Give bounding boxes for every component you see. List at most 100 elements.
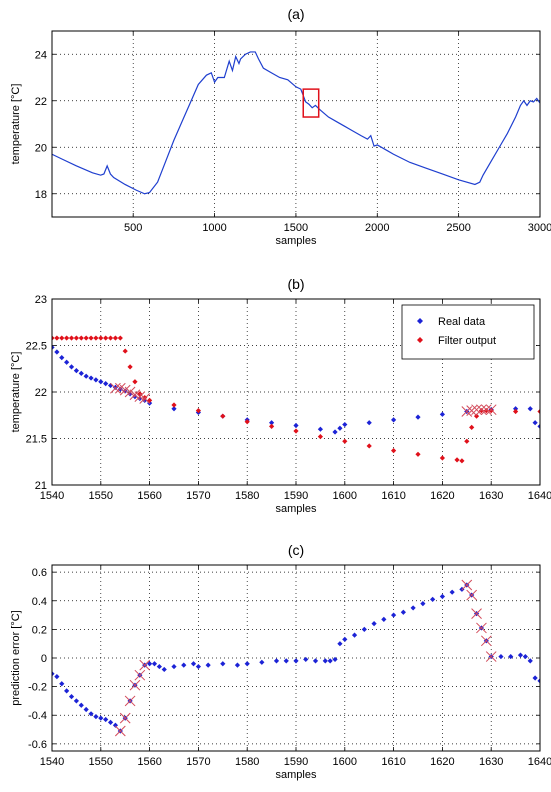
x-tick-label: 1620 <box>430 756 454 768</box>
data-point <box>273 658 280 664</box>
chart-title: (a) <box>287 6 304 22</box>
data-point <box>220 661 226 667</box>
data-point <box>342 636 348 642</box>
data-layer <box>52 335 540 464</box>
data-point <box>415 414 421 420</box>
data-point <box>132 379 138 385</box>
data-point <box>88 375 94 381</box>
data-point <box>508 653 514 660</box>
data-point <box>103 716 109 723</box>
data-point <box>244 661 250 667</box>
legend-box <box>401 304 535 360</box>
x-tick-label: 1580 <box>235 756 259 768</box>
series-1 <box>114 579 497 737</box>
data-point <box>190 661 197 667</box>
chart-panel: 500 1000 1500 2000 2500 3000 18 20 22 24 (a) sample… <box>10 6 551 247</box>
data-point <box>513 406 519 412</box>
data-point <box>371 621 377 627</box>
x-tick-label: 1550 <box>89 490 113 502</box>
x-marker <box>124 386 136 398</box>
data-point <box>64 359 70 365</box>
legend-marker <box>417 318 423 324</box>
x-marker <box>461 579 473 591</box>
data-point <box>415 451 421 457</box>
data-point <box>112 335 119 341</box>
chart-title: (b) <box>287 276 304 292</box>
x-tick-label: 500 <box>124 222 142 234</box>
data-point <box>83 373 89 379</box>
data-point <box>488 408 494 414</box>
data-point <box>439 593 445 600</box>
data-point <box>259 659 265 665</box>
x-axis-label: samples <box>276 235 317 247</box>
series-2 <box>110 382 497 417</box>
x-marker <box>124 695 136 707</box>
data-point <box>142 394 148 401</box>
x-marker <box>476 622 487 634</box>
x-marker <box>485 404 497 416</box>
data-point <box>430 596 436 602</box>
y-tick-label: -0.6 <box>28 739 47 751</box>
data-point <box>64 688 70 694</box>
x-tick-label: 2500 <box>446 222 470 234</box>
data-point <box>52 335 55 341</box>
x-tick-label: 1570 <box>186 756 210 768</box>
data-point <box>127 391 133 397</box>
y-tick-label: 0 <box>41 653 47 665</box>
x-axis-label: samples <box>276 769 317 781</box>
data-point <box>122 348 128 354</box>
data-point <box>293 428 299 434</box>
y-axis-label: prediction error [°C] <box>10 610 22 706</box>
data-point <box>498 653 504 660</box>
data-point <box>322 658 328 664</box>
data-point <box>537 408 540 415</box>
data-point <box>337 425 343 431</box>
data-point <box>137 395 143 402</box>
data-point <box>537 423 540 430</box>
x-marker <box>110 382 121 394</box>
x-marker <box>480 635 492 647</box>
y-tick-label: 0.2 <box>32 624 47 636</box>
x-tick-label: 1620 <box>430 490 454 502</box>
data-point <box>483 408 489 414</box>
data-point <box>127 364 133 370</box>
data-point <box>449 589 455 595</box>
x-tick-label: 1540 <box>40 490 64 502</box>
data-point <box>244 419 250 425</box>
x-marker <box>471 608 482 619</box>
x-axis-label: samples <box>276 503 317 515</box>
data-point <box>537 678 540 684</box>
data-point <box>54 674 60 680</box>
x-marker <box>134 669 146 681</box>
x-tick-label: 1610 <box>381 756 405 768</box>
x-marker <box>139 393 151 404</box>
data-point <box>312 658 319 664</box>
axes-box <box>51 564 541 752</box>
x-marker <box>480 404 492 416</box>
data-point <box>59 354 65 361</box>
x-tick-label: 2000 <box>365 222 389 234</box>
data-point <box>171 663 177 670</box>
x-marker <box>129 679 141 691</box>
legend-marker <box>417 337 423 343</box>
data-point <box>332 429 338 435</box>
data-point <box>513 408 519 415</box>
x-marker <box>485 651 497 662</box>
y-tick-label: 21 <box>35 480 47 492</box>
data-point <box>478 408 485 414</box>
chart-panel: 1540 1550 1560 1570 1580 1590 1600 1610 1620 1630… <box>10 276 551 515</box>
data-point <box>54 349 60 355</box>
data-point <box>439 411 445 417</box>
data-point <box>327 658 333 664</box>
series-line <box>52 51 540 195</box>
data-point <box>83 335 89 341</box>
data-point <box>410 605 416 611</box>
data-point <box>112 722 119 728</box>
data-point <box>78 370 84 376</box>
legend-label: Filter output <box>438 335 496 347</box>
data-point <box>78 702 84 708</box>
x-tick-label: 1610 <box>381 490 405 502</box>
axes-box <box>51 30 541 218</box>
data-point <box>420 601 426 607</box>
